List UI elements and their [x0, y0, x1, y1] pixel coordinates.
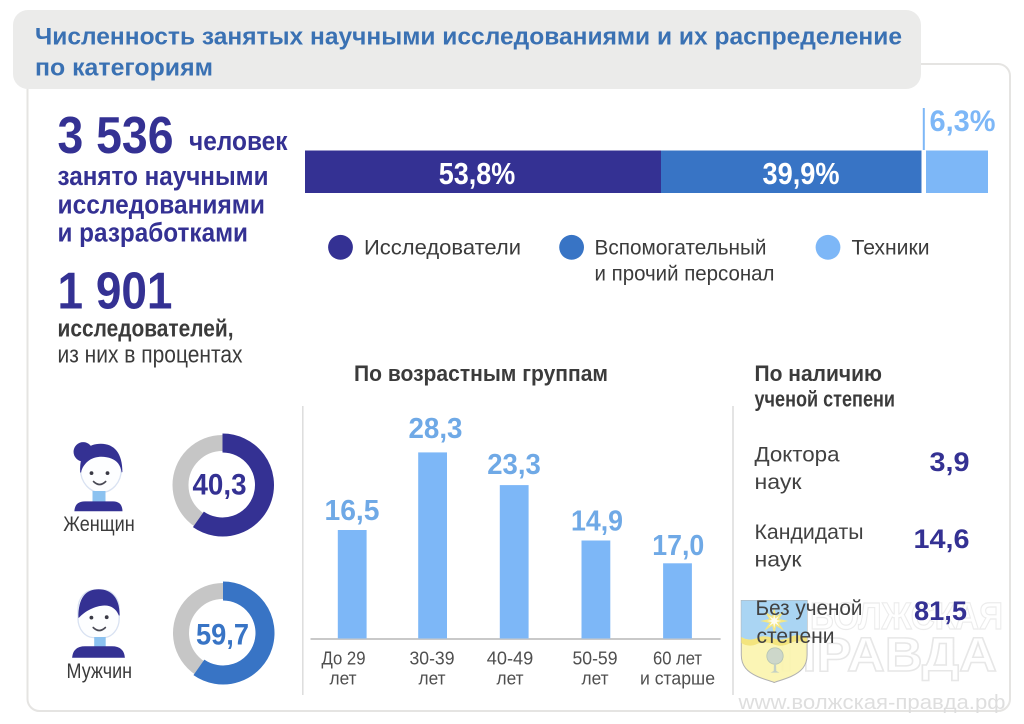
svg-text:14,9: 14,9 [571, 506, 623, 538]
svg-text:лет: лет [582, 667, 609, 688]
svg-text:занято научными: занято научными [58, 161, 269, 191]
svg-text:14,6: 14,6 [914, 524, 970, 554]
svg-text:До 29: До 29 [322, 648, 366, 669]
svg-text:1 901: 1 901 [58, 261, 173, 319]
svg-text:лет: лет [330, 667, 357, 688]
svg-text:30-39: 30-39 [410, 648, 455, 669]
svg-text:23,3: 23,3 [487, 449, 541, 481]
svg-text:Доктора: Доктора [755, 442, 840, 466]
svg-text:16,5: 16,5 [325, 495, 380, 527]
svg-text:53,8%: 53,8% [439, 156, 516, 191]
svg-text:исследователей,: исследователей, [58, 316, 234, 343]
svg-text:Вспомогательный: Вспомогательный [595, 236, 767, 260]
svg-text:из них в процентах: из них в процентах [58, 342, 243, 369]
svg-text:Женщин: Женщин [63, 513, 135, 536]
svg-text:и прочий персонал: и прочий персонал [595, 262, 775, 286]
svg-text:лет: лет [419, 667, 446, 688]
svg-text:ПРАВДА: ПРАВДА [779, 629, 997, 682]
svg-text:17,0: 17,0 [652, 530, 704, 562]
svg-text:ученой степени: ученой степени [755, 387, 896, 412]
svg-text:Исследователи: Исследователи [364, 236, 521, 260]
svg-text:наук: наук [755, 548, 803, 572]
svg-text:59,7: 59,7 [196, 619, 249, 652]
svg-text:Без ученой: Без ученой [756, 596, 863, 620]
svg-text:81,5: 81,5 [914, 596, 967, 626]
svg-text:степени: степени [757, 624, 835, 648]
svg-text:6,3%: 6,3% [930, 105, 996, 138]
svg-text:человек: человек [189, 126, 288, 156]
svg-text:3 536: 3 536 [58, 106, 174, 164]
svg-text:40,3: 40,3 [193, 468, 247, 501]
svg-text:3,9: 3,9 [930, 447, 970, 477]
svg-text:50-59: 50-59 [573, 648, 618, 669]
svg-text:www.волжская-правда.рф: www.волжская-правда.рф [737, 692, 1005, 714]
svg-text:и старше: и старше [640, 667, 715, 688]
svg-text:Кандидаты: Кандидаты [755, 520, 864, 544]
svg-text:Численность занятых научными и: Численность занятых научными исследовани… [35, 24, 902, 51]
svg-text:60 лет: 60 лет [653, 648, 702, 669]
svg-text:28,3: 28,3 [409, 413, 463, 445]
svg-text:39,9%: 39,9% [763, 156, 840, 191]
svg-text:Техники: Техники [852, 236, 930, 260]
svg-text:По возрастным группам: По возрастным группам [354, 361, 608, 386]
svg-text:и разработками: и разработками [58, 218, 249, 248]
svg-text:исследованиями: исследованиями [58, 190, 266, 220]
svg-text:наук: наук [755, 470, 803, 494]
svg-text:по категориям: по категориям [35, 55, 213, 82]
svg-text:40-49: 40-49 [487, 648, 534, 669]
svg-text:лет: лет [497, 667, 524, 688]
svg-text:По наличию: По наличию [755, 361, 883, 386]
svg-text:ВОЛЖСКАЯ: ВОЛЖСКАЯ [810, 596, 1003, 638]
svg-text:Мужчин: Мужчин [67, 660, 133, 683]
